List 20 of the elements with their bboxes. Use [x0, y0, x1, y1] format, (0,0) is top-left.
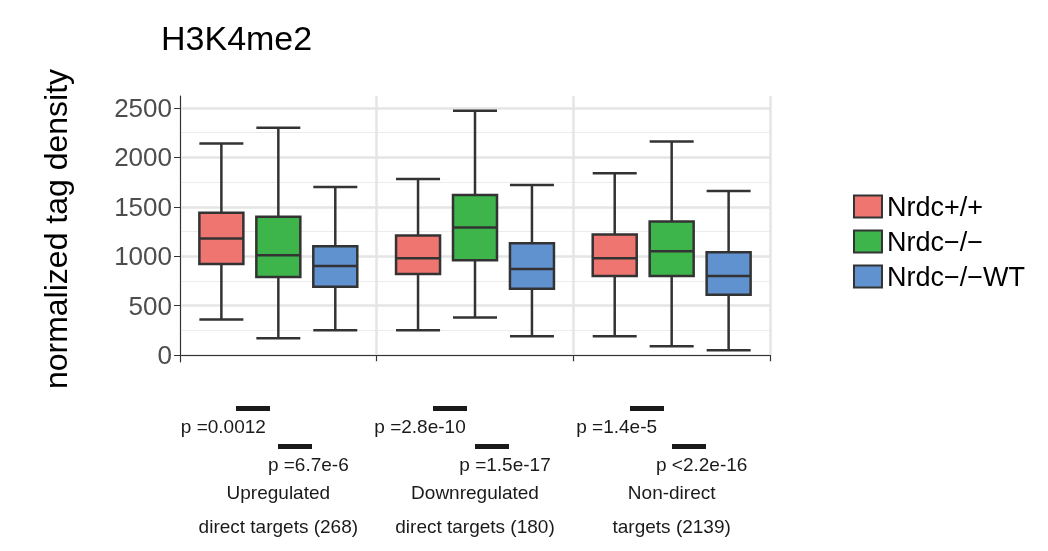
text: p =2.8e-10	[374, 415, 466, 437]
legend-label: Nrdc+/+	[886, 191, 984, 222]
y-tick-label: 2500	[114, 92, 172, 123]
y-tick-label: 0	[157, 340, 172, 371]
text: p <2.2e-16	[655, 453, 748, 475]
chart-title: H3K4me2	[161, 19, 313, 57]
y-tick-label: 1500	[114, 191, 172, 222]
y-axis-title: normalized tag density	[38, 68, 74, 390]
text: p =6.7e-6	[267, 453, 349, 475]
x-tick-label: Non-direct targets (2139)	[612, 481, 731, 537]
legend-label: Nrdc−/−WT	[886, 261, 1026, 292]
y-tick-label: 1000	[114, 241, 172, 272]
text: p =0.0012	[180, 415, 266, 437]
text: p =1.5e-17	[459, 453, 551, 475]
text: p =1.4e-5	[576, 415, 658, 437]
y-tick-label: 500	[128, 290, 172, 321]
x-tick-label: Downregulated direct targets (180)	[395, 481, 555, 537]
x-tick-label: Upregulated direct targets (268)	[198, 481, 359, 537]
y-tick-label: 2000	[114, 142, 172, 173]
legend-label: Nrdc−/−	[886, 226, 984, 257]
